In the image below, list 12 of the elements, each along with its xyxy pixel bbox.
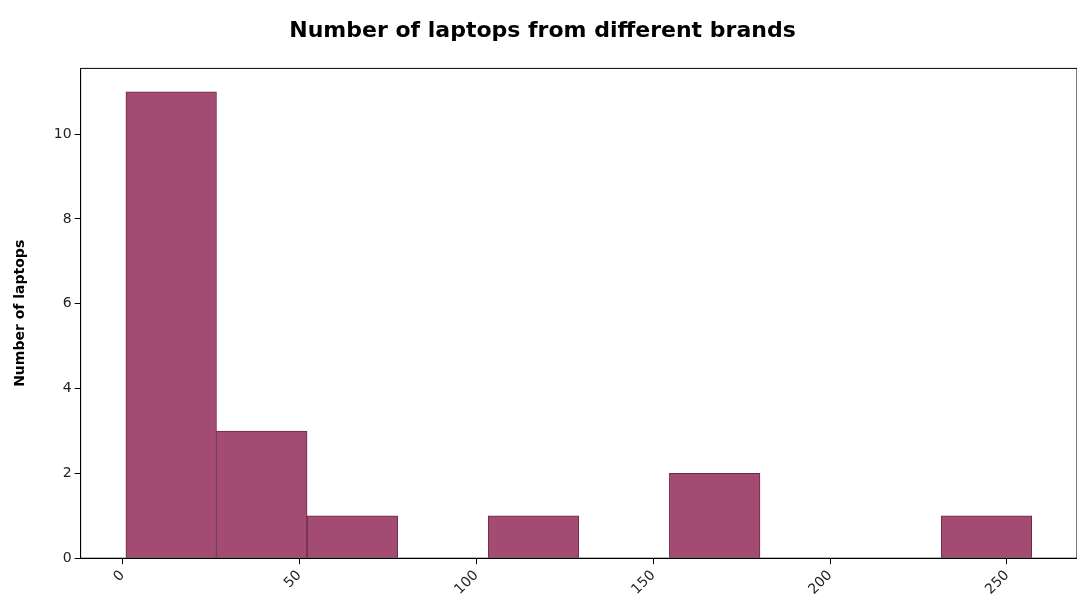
x-tick-label: 100	[450, 566, 481, 597]
y-tick-label: 2	[62, 464, 72, 481]
y-tick-label: 6	[62, 294, 72, 311]
y-tick-label: 8	[62, 209, 72, 226]
chart-title: Number of laptops from different brands	[289, 16, 796, 42]
y-tick-label: 10	[53, 124, 72, 141]
y-tick-label: 4	[62, 379, 72, 396]
x-tick-label: 0	[109, 566, 128, 585]
y-axis-title: Number of laptops	[11, 239, 28, 387]
y-tick-label: 0	[62, 548, 72, 565]
x-tick-label: 150	[627, 566, 658, 597]
x-tick-label: 50	[280, 566, 304, 591]
